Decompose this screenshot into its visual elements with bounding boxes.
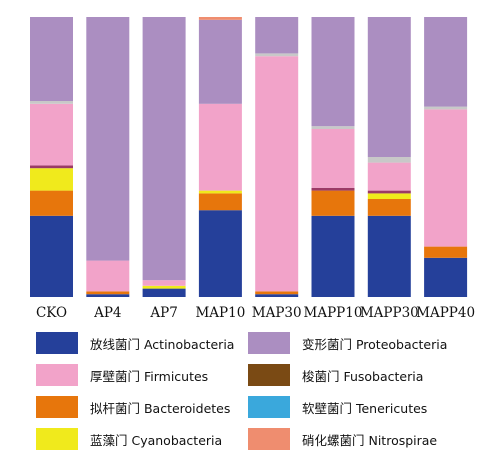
bar-segment xyxy=(367,17,411,157)
x-tick-label: MAP10 xyxy=(195,305,245,321)
legend-label: 软壁菌门 Tenericutes xyxy=(302,400,428,416)
legend-swatch xyxy=(248,332,290,354)
x-tick-label: MAPP10 xyxy=(304,305,363,321)
bar-segment xyxy=(311,126,355,129)
legend-label: 梭菌门 Fusobacteria xyxy=(302,368,424,384)
bar-segment xyxy=(367,157,411,163)
bar-segment xyxy=(424,17,468,107)
legend-swatch xyxy=(36,332,78,354)
legend: 放线菌门 Actinobacteria 变形菌门 Proteobacteria … xyxy=(36,332,456,462)
legend-label: 放线菌门 Actinobacteria xyxy=(90,336,235,352)
bar-segment xyxy=(255,53,299,57)
bar-segment xyxy=(424,257,468,297)
x-tick-label: AP4 xyxy=(93,305,121,321)
bar-segment xyxy=(255,17,299,54)
x-tick-label: MAP30 xyxy=(252,305,302,321)
bar-segment xyxy=(86,291,130,295)
bar-segment xyxy=(255,294,299,297)
x-tick-label: AP7 xyxy=(149,305,177,321)
legend-label: 蓝藻门 Cyanobacteria xyxy=(90,432,223,448)
bar-segment xyxy=(86,17,130,261)
bar-segment xyxy=(198,193,242,211)
legend-item-proteobacteria: 变形菌门 Proteobacteria xyxy=(248,332,447,354)
bar-segment xyxy=(86,294,130,297)
legend-swatch xyxy=(248,364,290,386)
bar-segment xyxy=(424,109,468,247)
legend-label: 硝化螺菌门 Nitrospirae xyxy=(302,432,438,448)
bar-segment xyxy=(30,215,73,297)
bar-segment xyxy=(367,215,411,297)
legend-swatch xyxy=(36,428,78,450)
legend-label: 拟杆菌门 Bacteroidetes xyxy=(90,400,231,416)
bar-segment xyxy=(30,168,73,191)
bar-segment xyxy=(367,162,411,191)
legend-label: 厚壁菌门 Firmicutes xyxy=(90,368,209,384)
bar-segment xyxy=(311,190,355,216)
x-tick-label: MAPP40 xyxy=(416,305,475,321)
bar-segment xyxy=(367,193,411,199)
bar-segment xyxy=(311,129,355,188)
legend-item-bacteroidetes: 拟杆菌门 Bacteroidetes xyxy=(36,396,230,418)
bar-segment xyxy=(30,101,73,104)
legend-item-fusobacteria: 梭菌门 Fusobacteria xyxy=(248,364,423,386)
x-tick-label: MAPP30 xyxy=(360,305,419,321)
bar-segment xyxy=(86,260,130,292)
bar-segment xyxy=(30,190,73,216)
bar-segment xyxy=(142,285,186,289)
bar-segment xyxy=(198,190,242,194)
bar-segment xyxy=(198,210,242,297)
bar-group xyxy=(30,17,468,297)
bar-segment xyxy=(311,215,355,297)
bar-segment xyxy=(367,199,411,216)
bar-segment xyxy=(198,17,242,20)
bar-segment xyxy=(30,165,73,169)
bar-segment xyxy=(30,17,73,101)
legend-swatch xyxy=(36,396,78,418)
bar-segment xyxy=(424,106,468,110)
bar-segment xyxy=(424,246,468,258)
bar-segment xyxy=(255,291,299,295)
bar-segment xyxy=(311,17,355,127)
bar-segment xyxy=(255,56,299,292)
bar-segment xyxy=(142,280,186,286)
bar-segment xyxy=(142,288,186,297)
bar-segment xyxy=(30,103,73,166)
bar-segment xyxy=(367,190,411,194)
legend-item-cyanobacteria: 蓝藻门 Cyanobacteria xyxy=(36,428,222,450)
legend-swatch xyxy=(248,428,290,450)
legend-item-actinobacteria: 放线菌门 Actinobacteria xyxy=(36,332,234,354)
legend-item-tenericutes: 软壁菌门 Tenericutes xyxy=(248,396,427,418)
bar-segment xyxy=(142,17,186,281)
bar-segment xyxy=(198,103,242,191)
legend-swatch xyxy=(248,396,290,418)
bar-segment xyxy=(198,19,242,104)
legend-item-nitrospirae: 硝化螺菌门 Nitrospirae xyxy=(248,428,437,450)
legend-swatch xyxy=(36,364,78,386)
legend-item-firmicutes: 厚壁菌门 Firmicutes xyxy=(36,364,208,386)
x-tick-label: CKO xyxy=(36,305,67,321)
bar-segment xyxy=(311,187,355,191)
legend-label: 变形菌门 Proteobacteria xyxy=(302,336,448,352)
